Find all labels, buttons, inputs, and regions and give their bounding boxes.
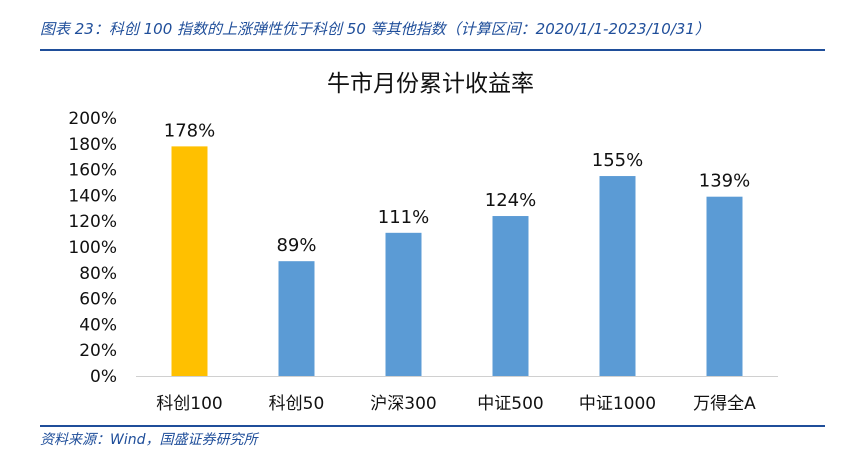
- bar: [599, 176, 636, 376]
- bar: [492, 216, 529, 376]
- bar: [278, 261, 315, 376]
- y-tick-label: 100%: [68, 238, 117, 258]
- y-tick-label: 180%: [68, 135, 117, 155]
- x-tick-label: 万得全A: [693, 394, 756, 414]
- bar: [171, 146, 208, 376]
- y-tick-label: 80%: [79, 264, 117, 284]
- y-tick-label: 140%: [68, 186, 117, 206]
- figure-caption: 图表 23：科创 100 指数的上涨弹性优于科创 50 等其他指数（计算区间：2…: [40, 20, 710, 38]
- bottom-divider: [40, 425, 825, 427]
- data-label: 139%: [699, 171, 750, 192]
- x-axis: 科创100 科创50 沪深300 中证500 中证1000 万得全A: [136, 376, 778, 414]
- x-tick-label: 沪深300: [370, 394, 436, 414]
- y-tick-label: 40%: [79, 315, 117, 335]
- bar: [385, 232, 422, 376]
- x-tick-label: 中证1000: [579, 394, 656, 414]
- y-tick-label: 160%: [68, 161, 117, 181]
- y-tick-label: 20%: [79, 341, 117, 361]
- x-tick-label: 科创100: [156, 394, 222, 414]
- data-label: 124%: [485, 190, 536, 211]
- data-label: 89%: [276, 235, 316, 256]
- source-note: 资料来源：Wind，国盛证券研究所: [40, 432, 258, 448]
- bar-series: [171, 146, 743, 376]
- y-tick-label: 120%: [68, 212, 117, 232]
- top-divider: [40, 49, 825, 51]
- data-label: 155%: [592, 150, 643, 171]
- data-labels: 178% 89% 111% 124% 155% 139%: [164, 120, 750, 256]
- x-tick-label: 科创50: [269, 394, 325, 414]
- x-tick-label: 中证500: [477, 394, 543, 414]
- y-tick-label: 60%: [79, 290, 117, 310]
- y-axis: 0% 20% 40% 60% 80% 100% 120% 140% 160% 180% 200%: [68, 109, 117, 387]
- bar: [706, 196, 743, 376]
- chart-title: 牛市月份累计收益率: [327, 71, 534, 97]
- y-tick-label: 0%: [90, 367, 117, 387]
- y-tick-label: 200%: [68, 109, 117, 129]
- data-label: 178%: [164, 120, 215, 141]
- data-label: 111%: [378, 207, 429, 228]
